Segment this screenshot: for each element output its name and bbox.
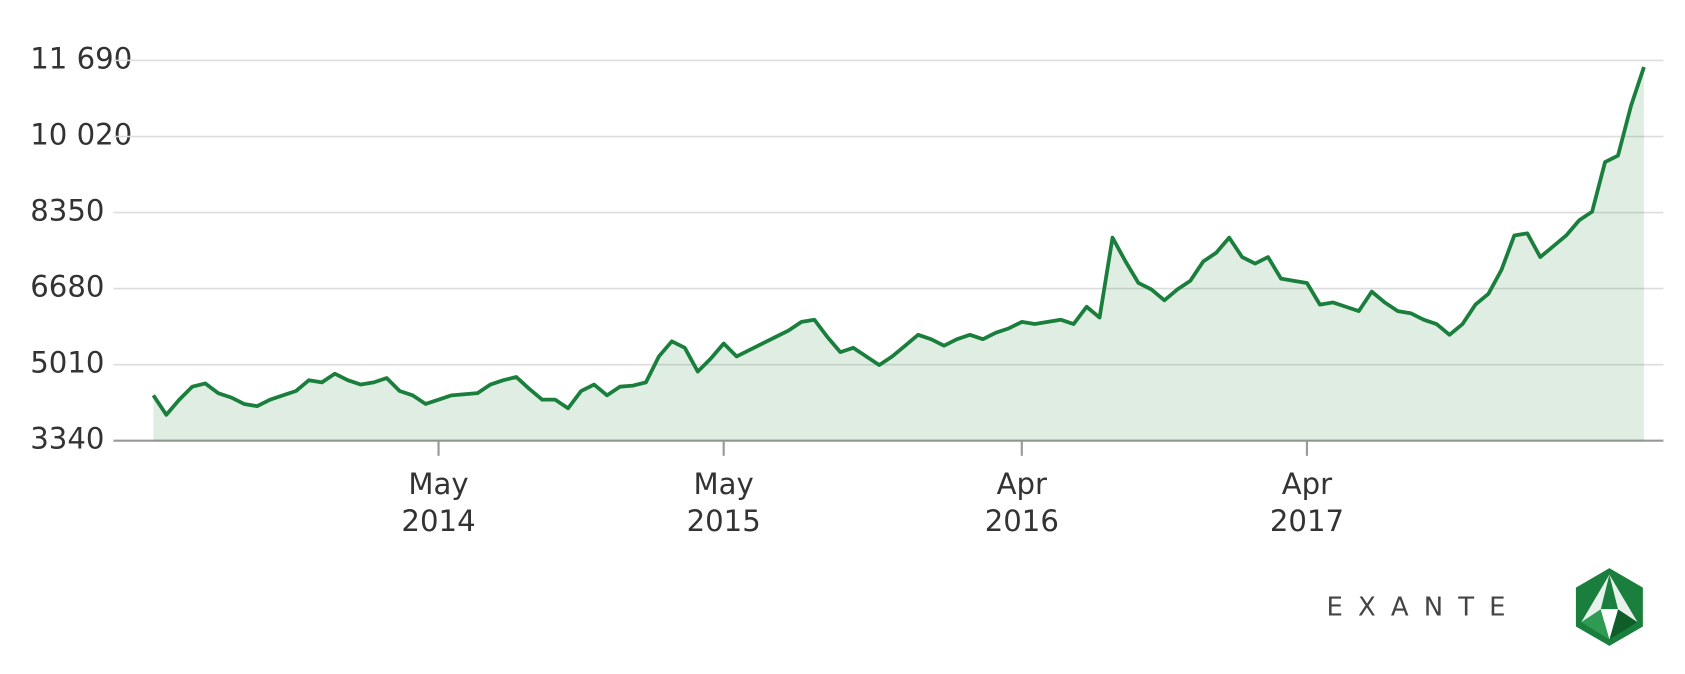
brand-logo xyxy=(1575,568,1643,646)
x-tick-label: May 2015 xyxy=(687,467,761,538)
x-tick-label-line: Apr xyxy=(1282,467,1332,501)
x-tick-label-line: 2015 xyxy=(687,504,761,538)
x-tick-label-line: May xyxy=(694,467,754,501)
brand-name: EXANTE xyxy=(1327,593,1521,623)
x-tick-label-line: Apr xyxy=(997,467,1047,501)
y-tick-label: 10 020 xyxy=(30,118,132,152)
x-tick-label: May 2014 xyxy=(401,467,475,538)
x-tick-label: Apr 2017 xyxy=(1270,467,1344,538)
y-tick-label: 8350 xyxy=(30,194,104,228)
line xyxy=(151,66,1646,417)
area xyxy=(153,66,1644,441)
x-tick-label-line: 2016 xyxy=(985,504,1059,538)
x-tick-label: Apr 2016 xyxy=(985,467,1059,538)
y-tick-label: 5010 xyxy=(30,346,104,380)
y-tick-label: 11 690 xyxy=(30,41,132,75)
x-tick-label-line: 2017 xyxy=(1270,504,1344,538)
y-tick-label: 3340 xyxy=(30,422,104,456)
y-tick-label: 6680 xyxy=(30,270,104,304)
x-tick-label-line: 2014 xyxy=(401,504,475,538)
x-tick-label-line: May xyxy=(408,467,468,501)
